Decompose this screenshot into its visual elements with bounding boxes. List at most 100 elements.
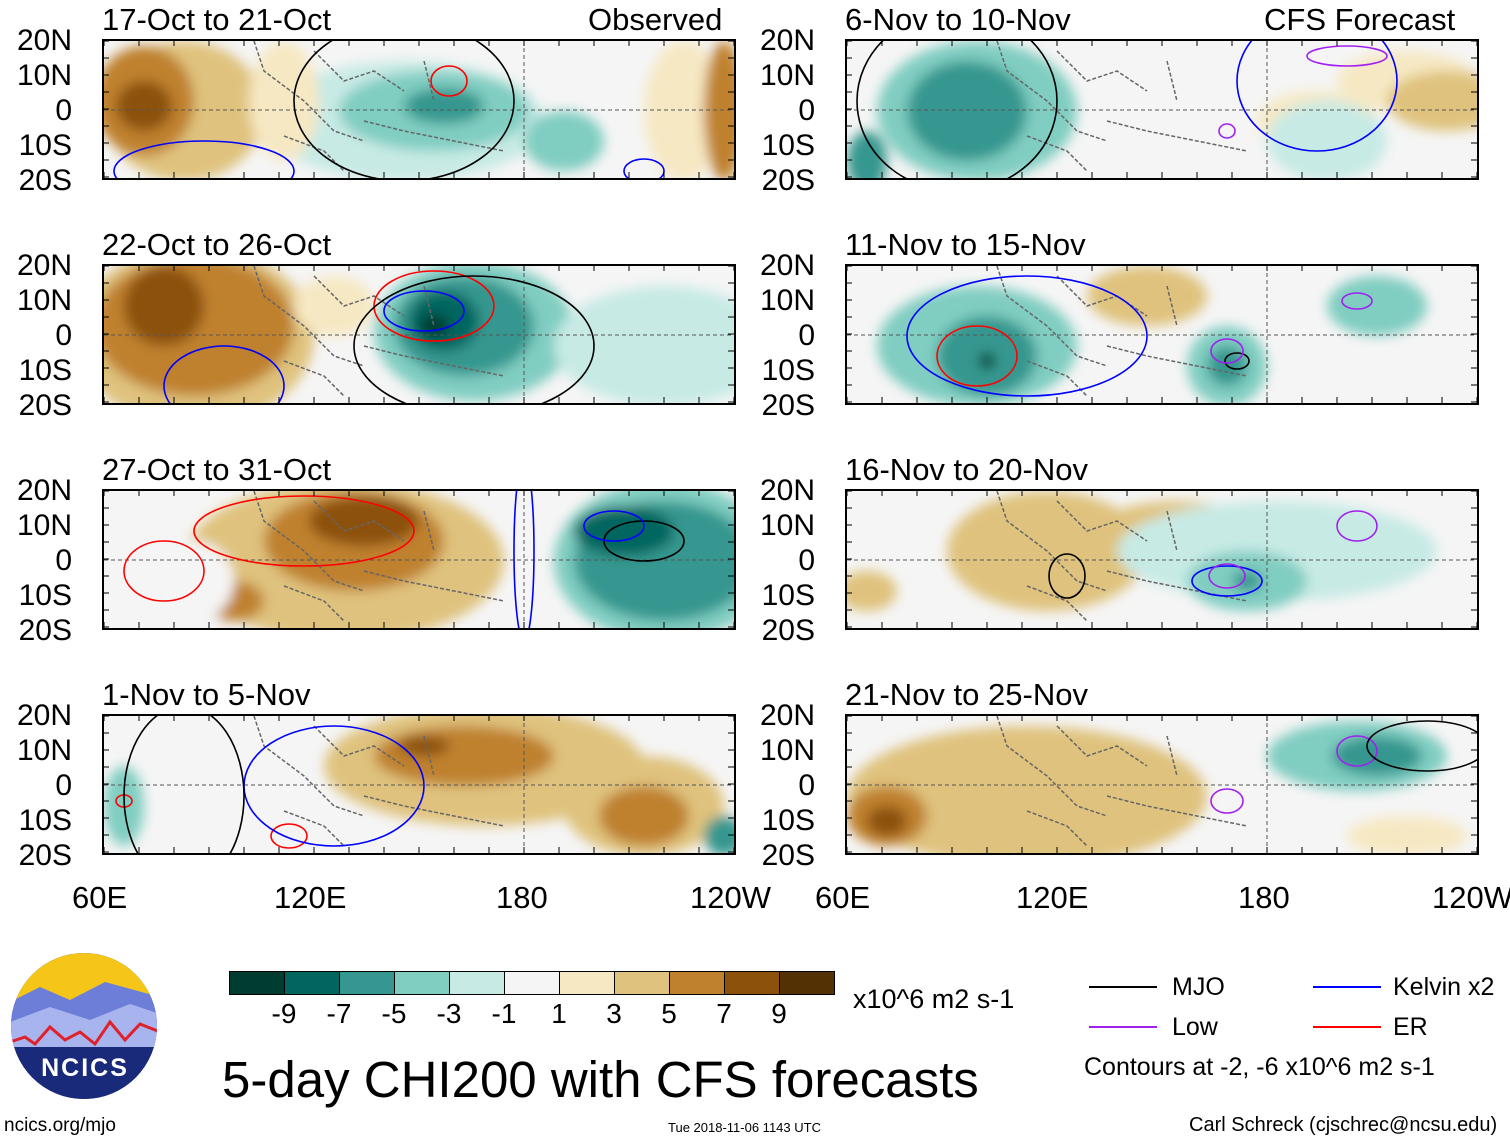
lat-label: 20N (16, 699, 72, 732)
coastline (253, 41, 505, 172)
url-link[interactable]: ncics.org/mjo (4, 1115, 116, 1136)
contour-line (1218, 123, 1236, 139)
shading-region (419, 314, 449, 338)
contour-line (1336, 735, 1378, 767)
map-panel-r1 (845, 264, 1479, 405)
lat-label: 10S (761, 579, 815, 612)
lat-label: 0 (798, 94, 815, 127)
legend-label-kelvin: Kelvin x2 (1393, 973, 1495, 1001)
colorbar-swatch (230, 972, 285, 994)
lat-label: 0 (55, 94, 72, 127)
lat-label: 20S (18, 164, 72, 197)
legend-line-kelvin (1313, 986, 1381, 988)
panel-title: 6-Nov to 10-Nov (845, 2, 1071, 37)
colorbar-tick-label: 9 (771, 998, 787, 1029)
lat-label: 20N (16, 474, 72, 507)
lat-label: 10N (16, 509, 72, 542)
shading-region (554, 286, 734, 403)
map-panel-r3 (845, 714, 1479, 855)
credit: Carl Schreck (cjschrec@ncsu.edu) (1189, 1114, 1498, 1136)
observed-label: Observed (588, 2, 723, 37)
shading-region (907, 61, 1027, 161)
colorbar-tick-label: 3 (606, 998, 622, 1029)
lat-label: 20S (761, 614, 815, 647)
shading-region (374, 726, 554, 786)
shading-region (704, 41, 734, 178)
lon-label-right-120w: 120W (1432, 880, 1510, 915)
lat-label: 20N (759, 474, 815, 507)
map-panel-l3 (102, 714, 736, 855)
colorbar-swatch (505, 972, 560, 994)
lat-label: 20N (16, 249, 72, 282)
panel-title: 11-Nov to 15-Nov (845, 227, 1086, 262)
contour-line (163, 345, 285, 403)
shading-region (399, 736, 449, 756)
shading-region (979, 353, 995, 369)
legend-line-low (1089, 1026, 1157, 1028)
contour-line (373, 270, 495, 342)
contour-line (1191, 565, 1263, 597)
lat-label: 0 (798, 544, 815, 577)
legend-line-mjo (1089, 986, 1157, 988)
colorbar-tick-label: 1 (551, 998, 567, 1029)
panel-title: 17-Oct to 21-Oct (102, 2, 332, 37)
contour-line (1048, 553, 1086, 599)
lat-label: 20S (18, 389, 72, 422)
lon-label-left-120w: 120W (690, 880, 771, 915)
lat-label: 10S (18, 129, 72, 162)
shading-region (1347, 816, 1467, 853)
colorbar-units: x10^6 m2 s-1 (853, 984, 1015, 1014)
shading-region (116, 81, 172, 131)
contour-line (1306, 45, 1388, 67)
lat-label: 20S (761, 839, 815, 872)
lat-label: 0 (798, 769, 815, 802)
lat-label: 10N (16, 59, 72, 92)
coastline (253, 491, 505, 622)
contour-line (193, 495, 415, 567)
lat-label: 10S (761, 354, 815, 387)
map-panel-r0 (845, 39, 1479, 180)
shading-region (154, 541, 234, 621)
colorbar-swatch (615, 972, 670, 994)
colorbar (229, 971, 835, 995)
lon-label-left-60e: 60E (72, 880, 128, 915)
lat-label: 0 (798, 319, 815, 352)
shading-region (599, 786, 689, 846)
colorbar-swatch (285, 972, 340, 994)
lat-label: 0 (55, 769, 72, 802)
colorbar-tick-label: 5 (661, 998, 677, 1029)
colorbar-swatch (450, 972, 505, 994)
colorbar-swatch (725, 972, 780, 994)
colorbar-swatch (560, 972, 615, 994)
shading-region (644, 41, 724, 178)
shading-region (1232, 571, 1262, 591)
contour-line (1210, 338, 1244, 364)
colorbar-tick-label: -3 (436, 998, 462, 1029)
contour-note: Contours at -2, -6 x10^6 m2 s-1 (1084, 1053, 1435, 1081)
contour-line (1336, 510, 1378, 542)
shading-region (1087, 266, 1207, 326)
lat-label: 10S (761, 129, 815, 162)
shading-region (867, 806, 907, 836)
contour-line (270, 823, 308, 849)
lon-label-left-120e: 120E (274, 880, 347, 915)
contour-line (936, 325, 1018, 387)
lat-label: 20N (759, 699, 815, 732)
coastline (996, 266, 1248, 397)
map-panel-l0 (102, 39, 736, 180)
shading-region (1387, 71, 1477, 131)
lon-label-right-120e: 120E (1016, 880, 1089, 915)
contour-line (1208, 563, 1246, 589)
shading-region (404, 88, 484, 124)
lat-label: 20S (761, 164, 815, 197)
contour-line (113, 140, 295, 178)
colorbar-tick-label: -5 (381, 998, 407, 1029)
contour-line (583, 510, 645, 542)
shading-region (124, 266, 204, 346)
shading-region (704, 816, 734, 853)
lon-label-right-180: 180 (1238, 880, 1290, 915)
svg-text:NCICS: NCICS (41, 1054, 129, 1082)
lat-label: 0 (55, 544, 72, 577)
colorbar-swatch (395, 972, 450, 994)
map-panel-l2 (102, 489, 736, 630)
